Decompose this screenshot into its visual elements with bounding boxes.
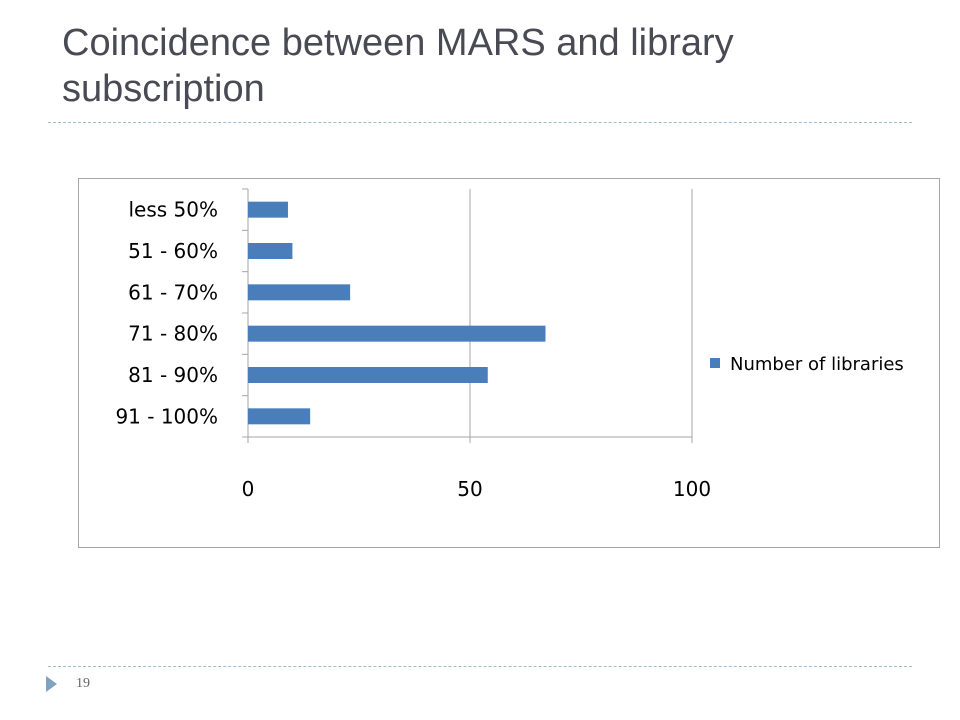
chart-container: 0 50 100 less 50% 51 - 60% 61 - 70% 71 - 80% 81… — [78, 178, 940, 548]
bar-5 — [248, 367, 488, 383]
bar-6 — [248, 408, 311, 425]
y-category-label: 91 - 100% — [115, 404, 218, 428]
slide-title: Coincidence between MARS and library sub… — [62, 22, 734, 110]
x-tick-label-0: 0 — [242, 477, 255, 501]
footer-divider — [48, 666, 912, 667]
y-category-label: 61 - 70% — [128, 280, 218, 304]
bar-2 — [248, 243, 293, 259]
title-divider — [48, 122, 912, 123]
bar-3 — [248, 284, 351, 301]
y-category-label: 51 - 60% — [128, 239, 218, 263]
bar-4 — [248, 325, 546, 342]
bar-chart: 0 50 100 less 50% 51 - 60% 61 - 70% 71 - 80% 81… — [115, 188, 904, 501]
page-number: 19 — [76, 676, 90, 691]
legend-label: Number of libraries — [730, 354, 904, 375]
y-category-label: less 50% — [128, 198, 218, 222]
footer-triangle-icon — [46, 676, 57, 692]
x-tick-label-100: 100 — [673, 477, 711, 501]
y-category-label: 71 - 80% — [128, 322, 218, 346]
bar-1 — [248, 201, 288, 218]
legend-swatch — [710, 358, 720, 368]
y-category-label: 81 - 90% — [128, 363, 218, 387]
x-tick-label-50: 50 — [457, 477, 482, 501]
